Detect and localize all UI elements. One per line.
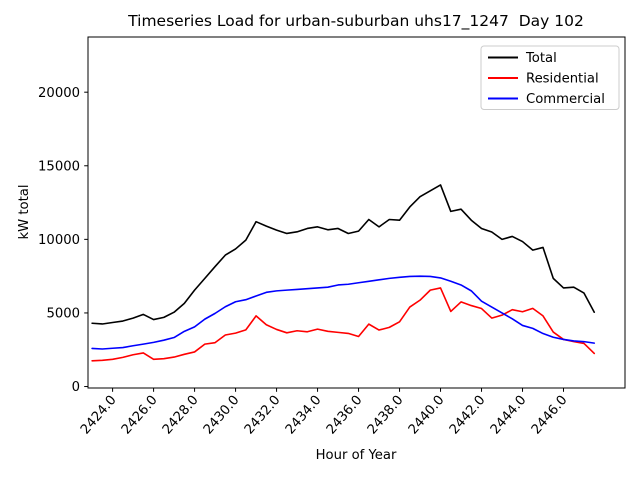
legend-frame	[480, 45, 620, 110]
y-tick-label: 20000	[38, 86, 80, 101]
series-lines	[91, 184, 596, 362]
series-line-commercial	[91, 275, 596, 350]
legend-label-commercial: Commercial	[526, 92, 605, 107]
axes-border	[87, 36, 626, 389]
chart-title: Timeseries Load for urban-suburban uhs17…	[127, 12, 584, 31]
series-line-total	[91, 184, 596, 325]
y-tick-label: 10000	[38, 233, 80, 248]
axes-spines	[87, 36, 626, 389]
legend-label-total: Total	[525, 51, 557, 66]
series-line-residential	[91, 287, 596, 362]
y-axis-label: kW total	[17, 184, 32, 239]
legend-label-residential: Residential	[526, 72, 599, 87]
y-tick-label: 15000	[38, 159, 80, 174]
y-tick-label: 0	[72, 380, 80, 395]
y-tick-label: 5000	[46, 307, 80, 322]
x-axis-label: Hour of Year	[316, 448, 397, 463]
legend: Total Residential Commercial	[480, 45, 620, 110]
